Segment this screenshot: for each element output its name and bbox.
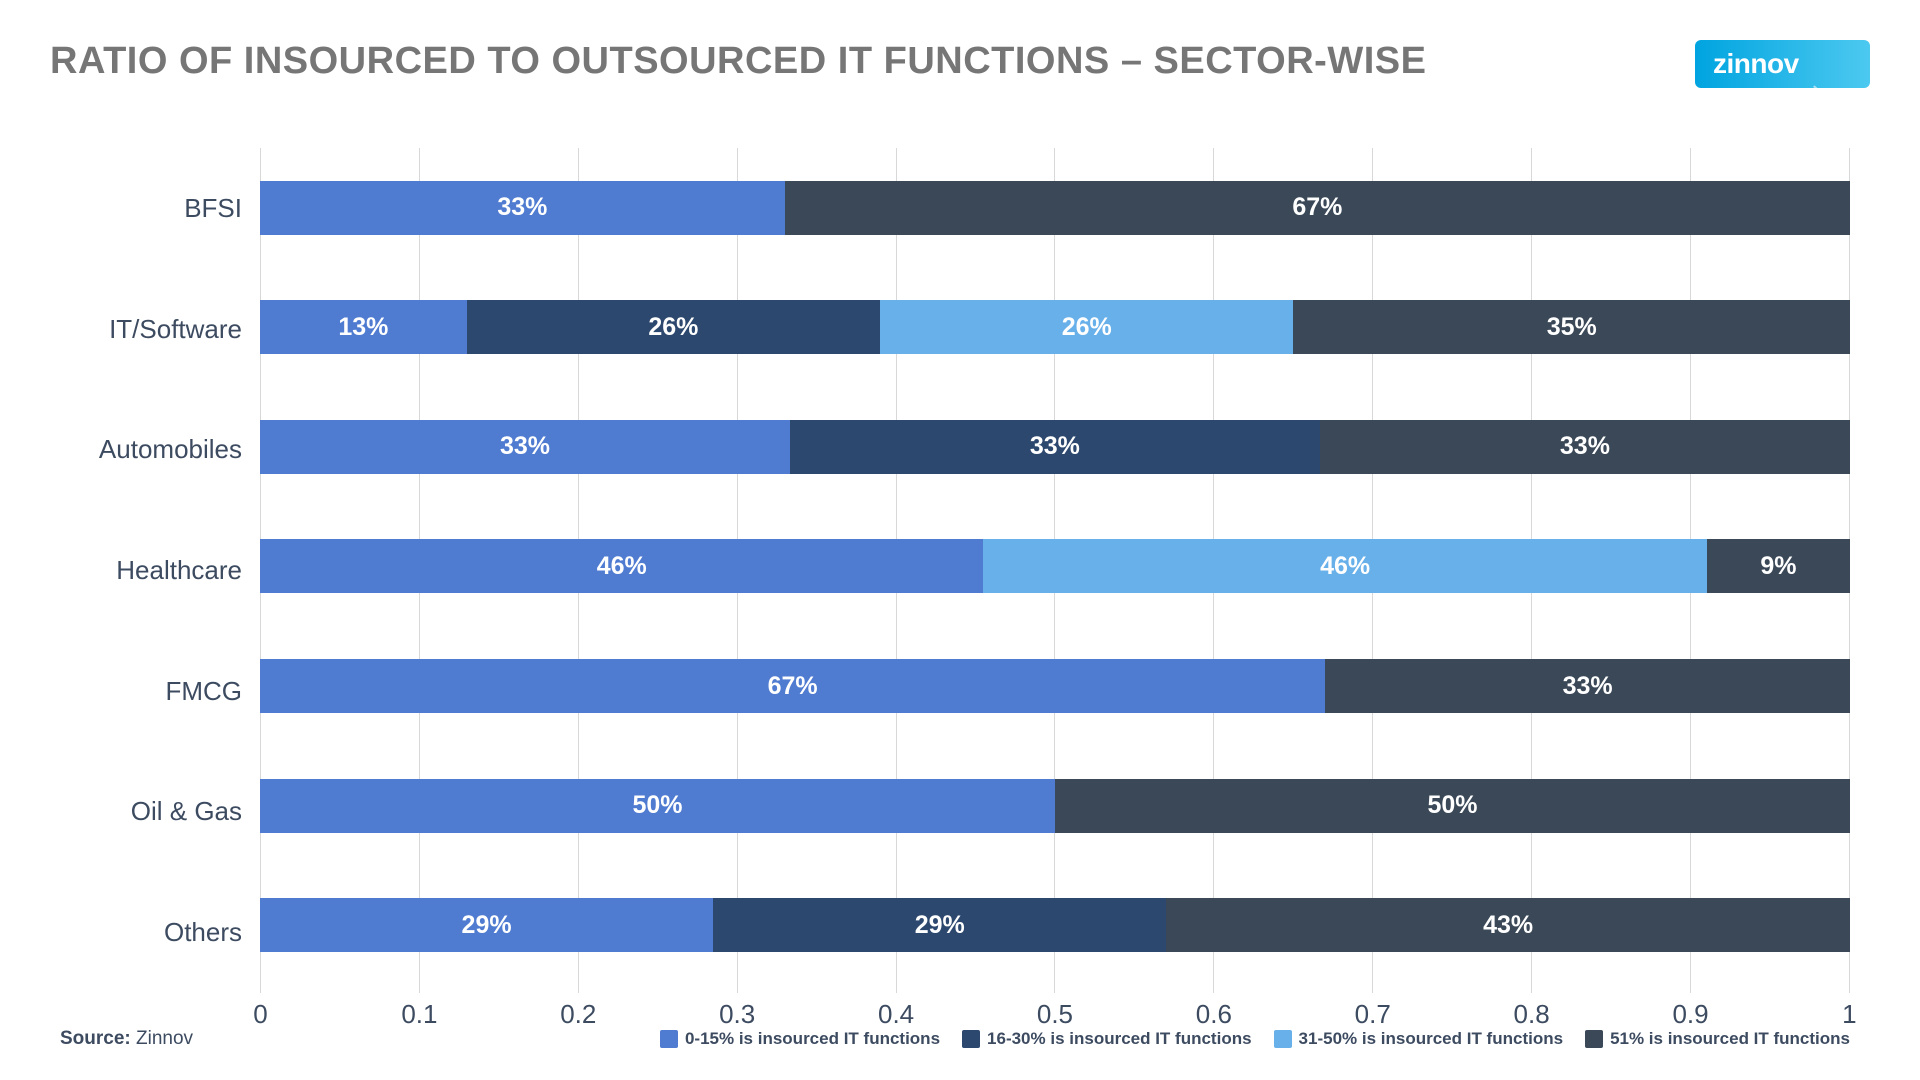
chart-title: RATIO OF INSOURCED TO OUTSOURCED IT FUNC… — [50, 40, 1426, 83]
bar-segment: 46% — [983, 539, 1706, 593]
bar-segment: 33% — [1320, 420, 1850, 474]
legend: 0-15% is insourced IT functions 16-30% is… — [660, 1029, 1850, 1049]
bar-segment: 67% — [785, 181, 1850, 235]
bar-segment: 33% — [260, 420, 790, 474]
bar-segment: 33% — [790, 420, 1320, 474]
legend-item: 16-30% is insourced IT functions — [962, 1029, 1252, 1049]
chart: BFSI IT/Software Automobiles Healthcare FMCG… — [50, 148, 1870, 993]
y-axis-label: Others — [60, 887, 260, 979]
y-axis-label: Oil & Gas — [60, 766, 260, 858]
legend-swatch-icon — [962, 1030, 980, 1048]
source-name: Zinnov — [136, 1028, 193, 1049]
bar-segment: 46% — [260, 539, 983, 593]
slide: RATIO OF INSOURCED TO OUTSOURCED IT FUNC… — [0, 0, 1920, 1080]
header: RATIO OF INSOURCED TO OUTSOURCED IT FUNC… — [50, 40, 1870, 88]
y-axis-labels: BFSI IT/Software Automobiles Healthcare FMCG… — [60, 148, 260, 993]
bar-row: 29%29%43% — [260, 879, 1850, 971]
bar-segment: 26% — [467, 300, 880, 354]
legend-item: 51% is insourced IT functions — [1585, 1029, 1850, 1049]
bar-row: 67%33% — [260, 640, 1850, 732]
plot-area: 33%67%13%26%26%35%33%33%33%46%46%9%67%33… — [260, 148, 1850, 993]
bar-row: 50%50% — [260, 760, 1850, 852]
logo: zinnov — [1695, 40, 1870, 88]
footer: Source: Zinnov 0-15% is insourced IT fun… — [50, 1028, 1870, 1050]
legend-swatch-icon — [1274, 1030, 1292, 1048]
bar-segment: 13% — [260, 300, 467, 354]
bar: 13%26%26%35% — [260, 300, 1850, 354]
logo-decoration-icon — [1790, 40, 1870, 88]
bar: 29%29%43% — [260, 898, 1850, 952]
bar-segment: 29% — [713, 898, 1166, 952]
bar-segment: 35% — [1293, 300, 1850, 354]
legend-label: 51% is insourced IT functions — [1610, 1029, 1850, 1049]
bar: 50%50% — [260, 779, 1850, 833]
bar-segment: 50% — [1055, 779, 1850, 833]
bar: 33%67% — [260, 181, 1850, 235]
y-axis-label: IT/Software — [60, 283, 260, 375]
y-axis-label: Automobiles — [60, 404, 260, 496]
legend-item: 31-50% is insourced IT functions — [1274, 1029, 1564, 1049]
y-axis-label: FMCG — [60, 645, 260, 737]
legend-swatch-icon — [1585, 1030, 1603, 1048]
bar-segment: 29% — [260, 898, 713, 952]
bar-segment: 67% — [260, 659, 1325, 713]
bar-segment: 26% — [880, 300, 1293, 354]
bar: 33%33%33% — [260, 420, 1850, 474]
bar-segment: 33% — [1325, 659, 1850, 713]
logo-text: zinnov — [1713, 48, 1799, 80]
source-label: Source: — [60, 1028, 131, 1049]
bar-segment: 33% — [260, 181, 785, 235]
bars: 33%67%13%26%26%35%33%33%33%46%46%9%67%33… — [260, 148, 1850, 985]
bar-segment: 9% — [1707, 539, 1850, 593]
legend-item: 0-15% is insourced IT functions — [660, 1029, 940, 1049]
bar-row: 13%26%26%35% — [260, 281, 1850, 373]
legend-label: 16-30% is insourced IT functions — [987, 1029, 1252, 1049]
legend-swatch-icon — [660, 1030, 678, 1048]
bar-row: 33%67% — [260, 162, 1850, 254]
bar-row: 33%33%33% — [260, 401, 1850, 493]
bar-segment: 50% — [260, 779, 1055, 833]
bar: 46%46%9% — [260, 539, 1850, 593]
bar-row: 46%46%9% — [260, 520, 1850, 612]
bar-segment: 43% — [1166, 898, 1850, 952]
source: Source: Zinnov — [60, 1028, 193, 1050]
legend-label: 31-50% is insourced IT functions — [1299, 1029, 1564, 1049]
legend-label: 0-15% is insourced IT functions — [685, 1029, 940, 1049]
bar: 67%33% — [260, 659, 1850, 713]
y-axis-label: Healthcare — [60, 524, 260, 616]
y-axis-label: BFSI — [60, 162, 260, 254]
